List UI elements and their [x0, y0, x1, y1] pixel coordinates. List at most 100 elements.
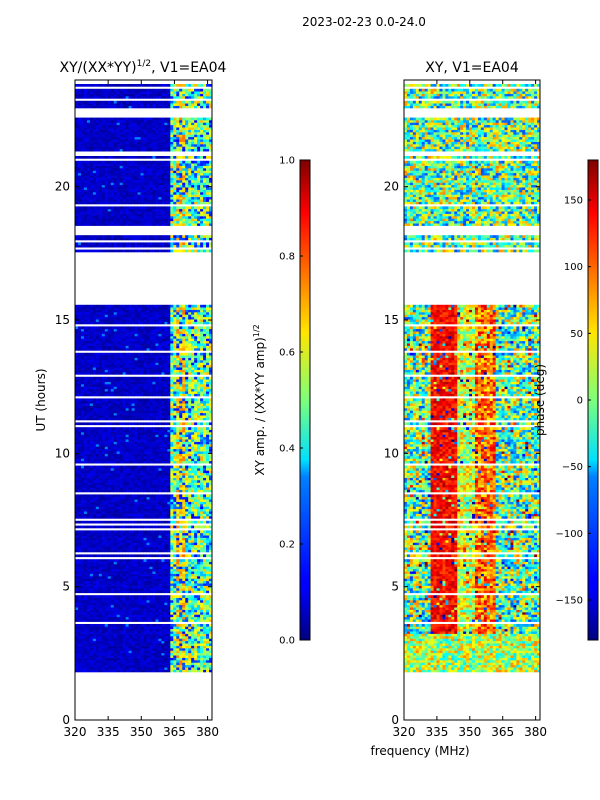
heatmap-cell	[197, 667, 201, 670]
heatmap-cell	[128, 398, 132, 402]
heatmap-cell	[77, 487, 82, 490]
heatmap-cell	[179, 542, 183, 546]
heatmap-cell	[128, 412, 132, 416]
heatmap-cell	[131, 604, 135, 608]
heatmap-cell	[89, 525, 94, 529]
heatmap-cell	[125, 554, 130, 558]
heatmap-cell	[149, 669, 153, 673]
heatmap-cell	[146, 631, 150, 634]
heatmap-cell	[143, 602, 147, 606]
heatmap-cell	[95, 662, 100, 666]
heatmap-cell	[191, 434, 195, 438]
heatmap-cell	[104, 511, 109, 514]
heatmap-cell	[80, 544, 85, 548]
heatmap-cell	[167, 662, 171, 666]
heatmap-cell	[152, 571, 156, 574]
heatmap-cell	[179, 520, 183, 524]
heatmap-cell	[164, 633, 168, 637]
heatmap-cell	[191, 636, 195, 639]
heatmap-cell	[101, 427, 106, 430]
heatmap-cell	[77, 609, 82, 613]
heatmap-cell	[110, 602, 115, 606]
heatmap-cell	[194, 571, 198, 574]
heatmap-cell	[182, 458, 186, 462]
heatmap-cell	[75, 600, 79, 603]
heatmap-cell	[167, 609, 171, 613]
heatmap-cell	[77, 583, 82, 586]
heatmap-cell	[77, 444, 82, 447]
heatmap-cell	[107, 578, 112, 582]
heatmap-cell	[86, 403, 91, 406]
heatmap-cell	[209, 504, 213, 507]
heatmap-cell	[134, 504, 138, 507]
heatmap-cell	[185, 590, 189, 594]
heatmap-cell	[92, 597, 97, 601]
heatmap-cell	[140, 501, 144, 505]
heatmap-cell	[131, 636, 135, 639]
heatmap-cell	[95, 441, 100, 445]
heatmap-cell	[170, 432, 174, 435]
heatmap-cell	[137, 645, 141, 649]
heatmap-cell	[116, 439, 121, 442]
heatmap-cell	[89, 508, 94, 512]
heatmap-cell	[128, 561, 132, 565]
heatmap-cell	[170, 458, 174, 462]
heatmap-cell	[179, 595, 183, 598]
heatmap-cell	[89, 602, 94, 606]
heatmap-cell	[170, 631, 174, 634]
heatmap-cell	[122, 408, 127, 411]
heatmap-cell	[167, 664, 171, 668]
heatmap-cell	[77, 631, 82, 634]
heatmap-cell	[173, 446, 177, 450]
heatmap-cell	[191, 400, 195, 404]
heatmap-cell	[77, 465, 82, 469]
heatmap-cell	[101, 441, 106, 445]
heatmap-cell	[146, 381, 150, 385]
heatmap-cell	[179, 640, 183, 644]
heatmap-cell	[134, 460, 138, 464]
heatmap-cell	[182, 439, 186, 442]
heatmap-cell	[152, 616, 156, 620]
heatmap-cell	[206, 585, 210, 589]
heatmap-cell	[143, 470, 147, 474]
heatmap-cell	[167, 386, 171, 390]
heatmap-cell	[95, 631, 100, 634]
heatmap-cell	[104, 480, 109, 483]
heatmap-cell	[149, 648, 153, 651]
heatmap-cell	[119, 480, 124, 483]
heatmap-cell	[77, 559, 82, 562]
heatmap-cell	[83, 588, 88, 591]
heatmap-cell	[173, 537, 177, 541]
heatmap-cell	[167, 547, 171, 550]
heatmap-cell	[137, 660, 141, 663]
heatmap-cell	[200, 590, 204, 594]
heatmap-cell	[152, 422, 156, 426]
heatmap-cell	[101, 501, 106, 505]
heatmap-cell	[203, 667, 207, 670]
heatmap-cell	[167, 549, 171, 553]
heatmap-cell	[143, 388, 147, 392]
heatmap-cell	[167, 542, 171, 546]
heatmap-cell	[143, 588, 147, 591]
heatmap-cell	[92, 571, 97, 574]
heatmap-cell	[95, 537, 100, 541]
heatmap-cell	[75, 472, 79, 476]
heatmap-cell	[185, 506, 189, 510]
heatmap-cell	[158, 645, 162, 649]
heatmap-cell	[167, 624, 171, 627]
heatmap-cell	[143, 508, 147, 512]
heatmap-cell	[98, 453, 103, 457]
heatmap-cell	[152, 595, 156, 598]
heatmap-cell	[182, 580, 186, 584]
heatmap-cell	[119, 444, 124, 447]
heatmap-cell	[110, 508, 115, 512]
heatmap-cell	[80, 496, 85, 500]
heatmap-cell	[200, 619, 204, 622]
heatmap-cell	[101, 410, 106, 414]
heatmap-cell	[137, 422, 141, 426]
heatmap-cell	[200, 631, 204, 634]
heatmap-cell	[179, 525, 183, 529]
heatmap-cell	[173, 501, 177, 505]
heatmap-cell	[143, 434, 147, 438]
heatmap-cell	[149, 456, 153, 459]
